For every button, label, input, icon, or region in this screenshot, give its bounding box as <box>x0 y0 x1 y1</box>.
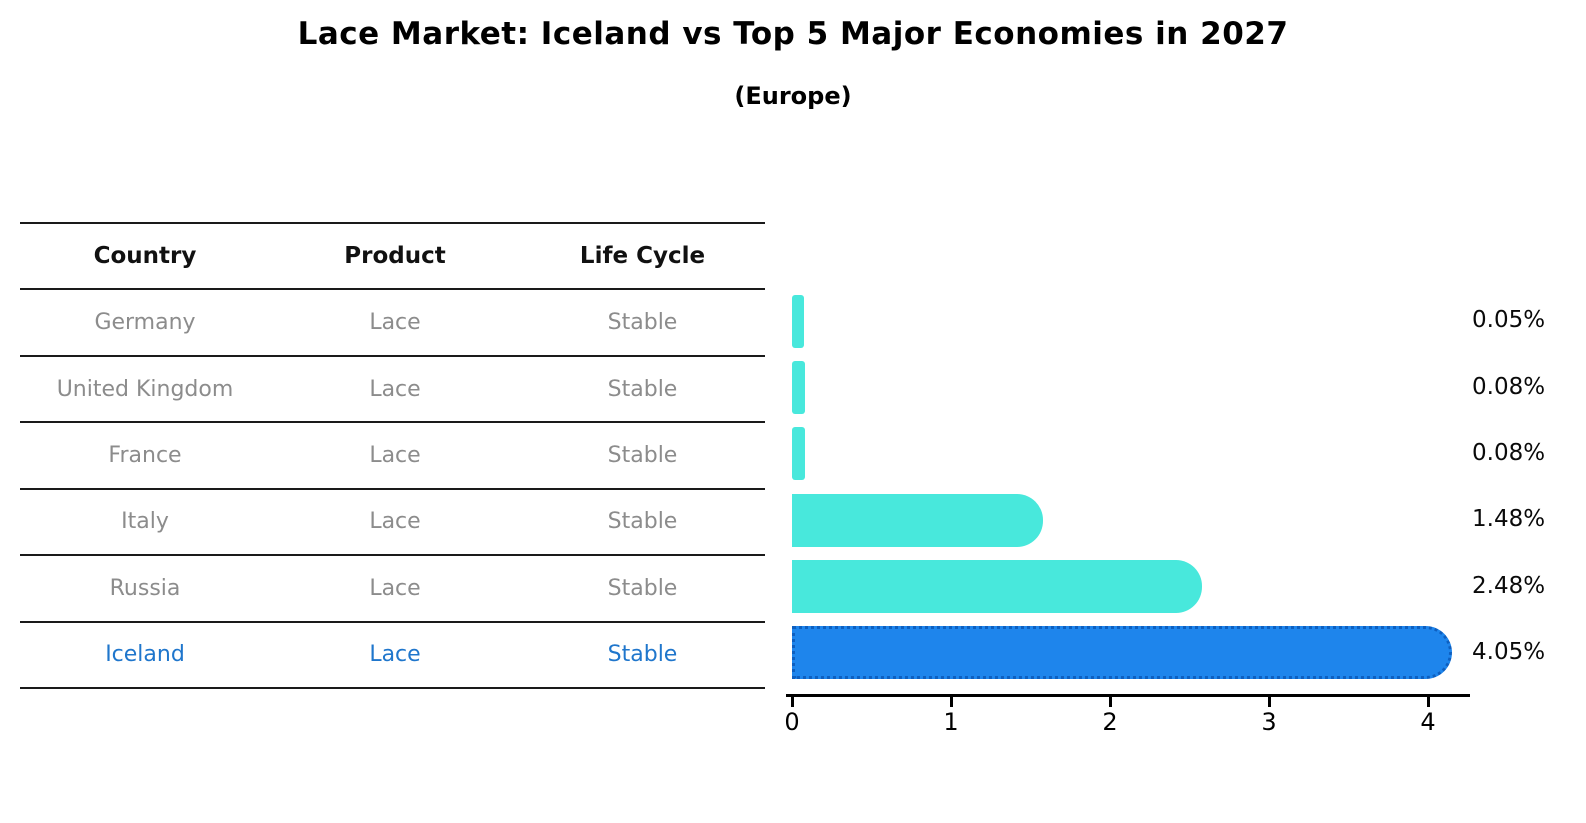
cell-country: United Kingdom <box>56 376 234 402</box>
cell-country: Germany <box>94 310 196 336</box>
cell-product: Lace <box>369 310 421 336</box>
chart-subtitle: (Europe) <box>734 82 852 110</box>
bar-italy <box>792 493 1044 547</box>
cell-life-cycle: Stable <box>607 575 678 601</box>
value-label-russia: 2.48% <box>1472 572 1546 599</box>
x-tick-mark <box>791 694 794 707</box>
bar-germany <box>792 294 804 348</box>
cell-life-cycle: Stable <box>607 509 678 535</box>
chart-title: Lace Market: Iceland vs Top 5 Major Econ… <box>297 16 1289 52</box>
cell-life-cycle: Stable <box>607 310 678 336</box>
cell-country: Russia <box>109 575 181 601</box>
column-header-product: Product <box>344 243 446 270</box>
cell-country: Italy <box>121 509 169 535</box>
x-tick-label: 1 <box>943 708 959 736</box>
value-label-italy: 1.48% <box>1472 506 1546 533</box>
table-row-italy: Italy Lace Stable <box>20 490 765 557</box>
country-table: Country Product Life Cycle Germany Lace … <box>20 222 765 689</box>
x-tick-label: 0 <box>784 708 800 736</box>
table-row-france: France Lace Stable <box>20 423 765 490</box>
cell-country: France <box>108 442 182 468</box>
table-row-germany: Germany Lace Stable <box>20 290 765 357</box>
bar-iceland <box>792 626 1452 680</box>
cell-product: Lace <box>369 509 421 535</box>
bar-france <box>792 427 805 481</box>
value-label-france: 0.08% <box>1472 439 1546 466</box>
x-tick-mark <box>1109 694 1112 707</box>
value-label-germany: 0.05% <box>1472 307 1546 334</box>
cell-life-cycle: Stable <box>607 442 678 468</box>
bar-united-kingdom <box>792 361 805 415</box>
cell-life-cycle: Stable <box>607 376 678 402</box>
value-label-iceland: 4.05% <box>1472 638 1546 665</box>
cell-product: Lace <box>369 376 421 402</box>
x-tick-mark <box>1268 694 1271 707</box>
value-label-united-kingdom: 0.08% <box>1472 373 1546 400</box>
table-row-united-kingdom: United Kingdom Lace Stable <box>20 357 765 424</box>
table-header-row: Country Product Life Cycle <box>20 224 765 291</box>
x-tick-label: 2 <box>1102 708 1118 736</box>
table-row-iceland: Iceland Lace Stable <box>20 623 765 689</box>
x-tick-label: 4 <box>1420 708 1436 736</box>
bar-russia <box>792 560 1203 614</box>
x-axis-line <box>786 694 1470 697</box>
table-row-russia: Russia Lace Stable <box>20 556 765 623</box>
column-header-life-cycle: Life Cycle <box>579 243 706 270</box>
cell-country: Iceland <box>105 642 185 668</box>
x-tick-mark <box>950 694 953 707</box>
x-tick-label: 3 <box>1261 708 1277 736</box>
column-header-country: Country <box>93 243 197 270</box>
x-tick-mark <box>1427 694 1430 707</box>
cell-life-cycle: Stable <box>607 642 678 668</box>
cell-product: Lace <box>369 575 421 601</box>
cell-product: Lace <box>369 642 421 668</box>
cell-product: Lace <box>369 442 421 468</box>
